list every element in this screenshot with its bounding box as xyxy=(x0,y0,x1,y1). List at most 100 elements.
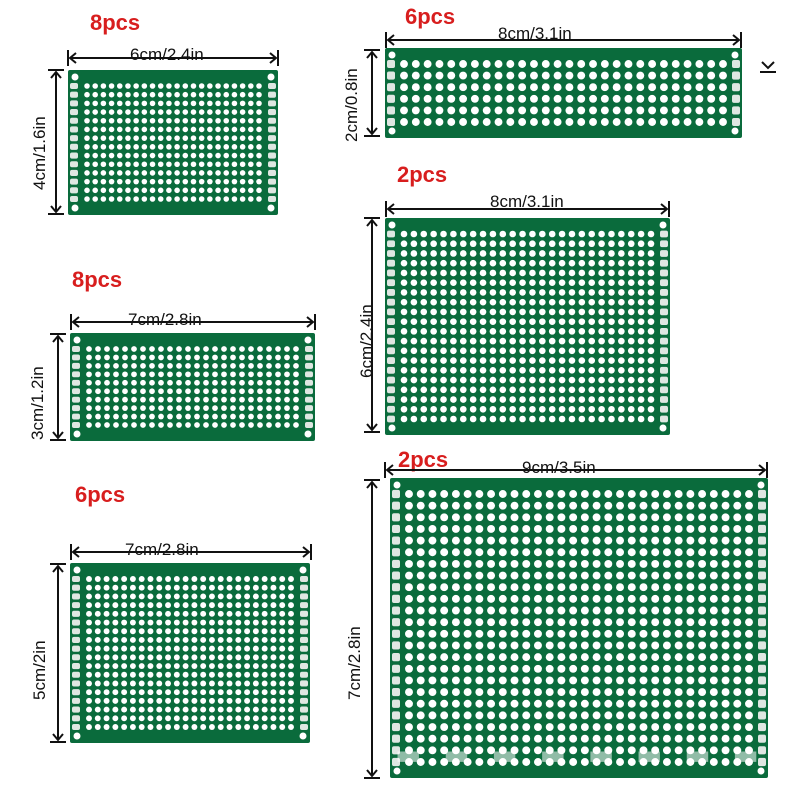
hole xyxy=(463,524,472,533)
hole xyxy=(239,354,245,361)
hole xyxy=(450,308,457,316)
hole xyxy=(479,230,487,238)
hole xyxy=(589,71,597,80)
hole xyxy=(420,259,428,267)
hole xyxy=(121,636,128,643)
quantity-label-b5: 6pcs xyxy=(75,482,126,507)
hole xyxy=(261,645,268,652)
hole xyxy=(86,671,92,678)
hole xyxy=(284,363,290,369)
hole xyxy=(440,347,447,355)
hole xyxy=(589,118,597,126)
hole xyxy=(686,688,695,697)
hole xyxy=(167,363,173,369)
hole xyxy=(592,583,601,592)
hole xyxy=(450,269,457,277)
hole xyxy=(499,298,507,306)
hole xyxy=(548,279,556,286)
hole xyxy=(84,117,90,124)
hole xyxy=(223,187,230,194)
hole xyxy=(651,548,660,557)
hole xyxy=(158,346,164,352)
hole xyxy=(440,376,447,384)
hole xyxy=(698,618,707,627)
hole xyxy=(627,347,635,355)
hole xyxy=(208,689,215,696)
hole xyxy=(534,711,542,720)
hole xyxy=(231,126,238,133)
hole xyxy=(450,289,457,296)
hole xyxy=(200,593,207,600)
hole xyxy=(279,706,286,713)
hole xyxy=(733,594,742,603)
hole xyxy=(230,371,236,378)
hole xyxy=(112,706,119,713)
hole xyxy=(674,664,683,673)
hole xyxy=(529,289,536,296)
hole xyxy=(138,636,145,643)
hole xyxy=(479,298,487,306)
hole xyxy=(529,279,536,286)
hole xyxy=(522,594,531,603)
hole xyxy=(618,405,625,413)
hole xyxy=(405,688,413,697)
hole xyxy=(580,548,589,557)
hole xyxy=(94,602,101,609)
hole xyxy=(167,396,173,403)
hole xyxy=(589,94,597,103)
hole xyxy=(627,490,636,498)
hole xyxy=(592,524,601,533)
hole xyxy=(588,405,596,413)
hole xyxy=(592,711,601,720)
hole xyxy=(482,106,491,115)
hole xyxy=(686,734,695,743)
hole xyxy=(639,664,648,673)
hole xyxy=(541,94,550,103)
edge-pad xyxy=(660,318,668,326)
hole xyxy=(648,71,657,80)
hole xyxy=(84,178,90,185)
hole xyxy=(94,715,101,722)
hole xyxy=(616,559,624,568)
hole xyxy=(129,593,136,600)
hole xyxy=(156,593,163,600)
hole xyxy=(598,328,605,335)
hole xyxy=(463,641,472,650)
edge-pad xyxy=(758,594,766,603)
hole xyxy=(499,347,507,355)
hole xyxy=(191,576,198,582)
hole xyxy=(608,250,615,257)
hole xyxy=(86,354,92,361)
hole xyxy=(166,152,172,159)
hole xyxy=(156,619,163,626)
hole xyxy=(430,337,437,345)
hole xyxy=(86,689,92,696)
hole xyxy=(604,641,613,650)
hole xyxy=(608,376,615,384)
hole xyxy=(416,711,425,720)
hole xyxy=(176,413,182,420)
hole xyxy=(410,337,418,345)
hole xyxy=(469,240,477,248)
hole xyxy=(639,629,648,638)
hole xyxy=(400,367,408,374)
hole xyxy=(509,259,516,267)
hole xyxy=(568,367,576,374)
hole xyxy=(288,636,294,643)
hole xyxy=(131,379,137,386)
hole xyxy=(279,584,286,591)
edge-pad xyxy=(387,308,395,316)
hole xyxy=(428,618,437,627)
hole xyxy=(498,629,507,638)
hole xyxy=(108,152,115,159)
hole xyxy=(598,269,605,277)
hole xyxy=(270,584,277,591)
hole xyxy=(745,594,753,603)
hole xyxy=(121,697,128,704)
hole xyxy=(580,536,589,545)
hole xyxy=(112,671,119,678)
hole xyxy=(568,259,576,267)
hole xyxy=(707,106,716,115)
hole xyxy=(221,396,227,403)
hole xyxy=(131,363,137,369)
